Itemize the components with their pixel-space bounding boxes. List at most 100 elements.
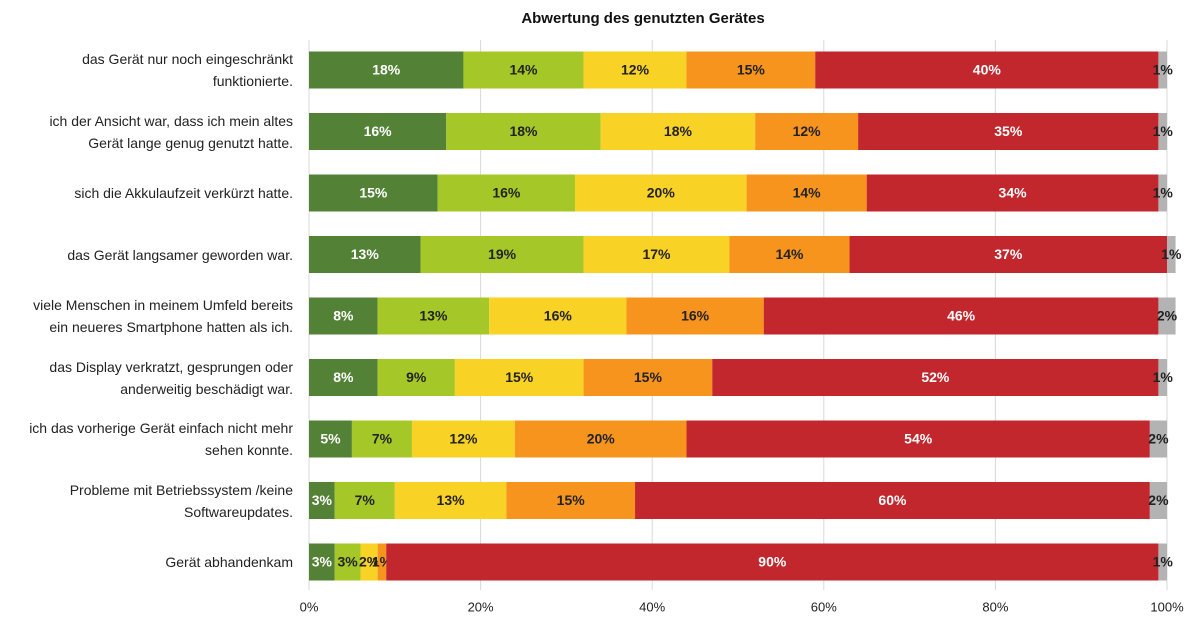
bar-segment bbox=[309, 359, 378, 396]
value-label: 15% bbox=[359, 185, 388, 201]
x-tick-label: 100% bbox=[1150, 599, 1184, 614]
value-label: 7% bbox=[372, 431, 393, 447]
value-label: 40% bbox=[973, 62, 1002, 78]
x-tick-label: 60% bbox=[811, 599, 837, 614]
bar-segment bbox=[746, 174, 867, 212]
value-label: 18% bbox=[509, 123, 538, 139]
category-label: ich der Ansicht war, dass ich mein altes… bbox=[49, 112, 293, 151]
value-label: 2% bbox=[1148, 492, 1169, 508]
category-label: das Display verkratzt, gesprungen oder a… bbox=[49, 358, 293, 397]
bar-segment bbox=[626, 297, 764, 335]
value-label: 18% bbox=[664, 123, 693, 139]
value-label: 37% bbox=[994, 246, 1023, 262]
value-label: 8% bbox=[333, 369, 354, 385]
bar-segment bbox=[377, 359, 455, 396]
value-label: 52% bbox=[921, 369, 950, 385]
value-label: 7% bbox=[355, 492, 376, 508]
value-label: 13% bbox=[437, 492, 466, 508]
value-label: 18% bbox=[372, 62, 401, 78]
bar-segment bbox=[420, 236, 584, 273]
bar-segment bbox=[394, 482, 507, 519]
value-label: 15% bbox=[634, 369, 663, 385]
value-label: 2% bbox=[1148, 431, 1169, 447]
bar-segment bbox=[386, 543, 1159, 581]
value-label: 34% bbox=[999, 185, 1028, 201]
bar-segment bbox=[446, 113, 601, 150]
value-label: 20% bbox=[587, 431, 616, 447]
value-label: 8% bbox=[333, 308, 354, 324]
bar-segment bbox=[1149, 482, 1167, 519]
value-label: 2% bbox=[359, 554, 380, 570]
bar-segment bbox=[437, 174, 575, 212]
value-label: 12% bbox=[621, 62, 650, 78]
value-label: 1% bbox=[1153, 369, 1174, 385]
bar-segment bbox=[309, 482, 335, 519]
bar-segment bbox=[309, 174, 438, 212]
category-label: ich das vorherige Gerät einfach nicht me… bbox=[29, 420, 293, 458]
bar-segment bbox=[360, 543, 378, 581]
category-label: das Gerät nur noch eingeschränkt funktio… bbox=[82, 51, 293, 89]
value-label: 13% bbox=[351, 246, 380, 262]
category-label: Probleme mit Betriebssystem /keine Softw… bbox=[69, 481, 293, 520]
x-tick-label: 40% bbox=[639, 599, 665, 614]
value-label: 16% bbox=[544, 308, 573, 324]
value-label: 3% bbox=[337, 554, 358, 570]
bar-segment bbox=[1158, 174, 1167, 212]
bar-segment bbox=[712, 359, 1159, 396]
value-label: 14% bbox=[775, 246, 804, 262]
value-label: 15% bbox=[557, 492, 586, 508]
bar-segment bbox=[849, 236, 1167, 273]
value-label: 9% bbox=[406, 369, 427, 385]
bar-segment bbox=[686, 51, 816, 89]
value-label: 15% bbox=[505, 369, 534, 385]
bar-segment bbox=[309, 113, 447, 150]
bar-segment bbox=[1167, 236, 1176, 273]
value-label: 13% bbox=[419, 308, 448, 324]
value-label: 17% bbox=[642, 246, 671, 262]
value-label: 2% bbox=[1157, 308, 1178, 324]
x-tick-label: 20% bbox=[468, 599, 494, 614]
bar-segment bbox=[377, 543, 387, 581]
value-label: 90% bbox=[758, 554, 787, 570]
value-label: 3% bbox=[312, 492, 333, 508]
bar-segment bbox=[600, 113, 756, 150]
bar-segment bbox=[755, 113, 859, 150]
value-label: 20% bbox=[647, 185, 676, 201]
bar-segment bbox=[686, 420, 1150, 458]
value-label: 1% bbox=[1153, 554, 1174, 570]
bar-segment bbox=[729, 236, 850, 273]
bar-segment bbox=[411, 420, 515, 458]
category-label: Gerät abhandenkam bbox=[165, 554, 293, 570]
bar-segment bbox=[635, 482, 1150, 519]
value-label: 16% bbox=[492, 185, 521, 201]
value-label: 16% bbox=[681, 308, 710, 324]
value-label: 1% bbox=[1153, 62, 1174, 78]
bar-segment bbox=[489, 297, 627, 335]
bar-segment bbox=[506, 482, 636, 519]
bar-segment bbox=[866, 174, 1159, 212]
bar-segment bbox=[583, 51, 687, 89]
value-label: 15% bbox=[737, 62, 766, 78]
x-tick-label: 80% bbox=[982, 599, 1008, 614]
bar-segment bbox=[1158, 113, 1167, 150]
bar-segment bbox=[1158, 51, 1167, 89]
bar-segment bbox=[514, 420, 687, 458]
value-label: 1% bbox=[1161, 246, 1182, 262]
bar-segment bbox=[463, 51, 584, 89]
value-label: 16% bbox=[364, 123, 393, 139]
bar-segment bbox=[1149, 420, 1167, 458]
bar-segment bbox=[574, 174, 747, 212]
bar-segment bbox=[309, 236, 421, 273]
bar-segment bbox=[309, 297, 378, 335]
bar-segment bbox=[377, 297, 490, 335]
category-label: viele Menschen in meinem Umfeld bereits … bbox=[33, 297, 293, 335]
bar-segment bbox=[309, 420, 352, 458]
chart-title: Abwertung des genutzten Gerätes bbox=[521, 10, 764, 27]
category-label: das Gerät langsamer geworden war. bbox=[67, 246, 293, 263]
value-label: 14% bbox=[793, 185, 822, 201]
value-label: 14% bbox=[509, 62, 538, 78]
bar-segment bbox=[334, 543, 361, 581]
value-label: 1% bbox=[1153, 123, 1174, 139]
bar-segment bbox=[454, 359, 584, 396]
